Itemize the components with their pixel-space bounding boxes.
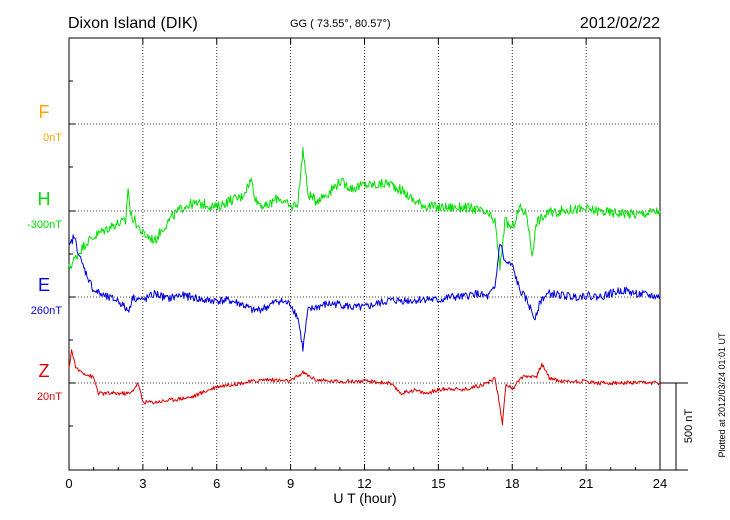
series-name-E: E (38, 275, 50, 295)
series-baseline-E: 260nT (31, 305, 62, 317)
x-tick-label-0: 0 (65, 476, 72, 491)
series-baseline-Z: 20nT (37, 391, 62, 403)
series-lines (68, 147, 661, 426)
series-line-H (68, 147, 661, 271)
series-labels: F 0nT H -300nT E 260nT Z 20nT (27, 102, 62, 403)
series-name-H: H (38, 189, 51, 209)
scale-bar-label: 500 nT (683, 409, 695, 444)
series-line-Z (68, 349, 661, 426)
x-axis-ticks: 0 3 6 9 12 15 18 21 24 (65, 38, 667, 491)
scale-bar: 500 nT (660, 382, 695, 471)
x-axis-label: U T (hour) (333, 490, 396, 506)
plotted-at-note: Plotted at 2012/03/24 01:01 UT (717, 332, 727, 458)
series-line-E (68, 234, 661, 352)
station-title: Dixon Island (DIK) (68, 15, 198, 32)
x-tick-label-8: 24 (653, 476, 667, 491)
grid (142, 38, 587, 470)
x-tick-label-2: 6 (213, 476, 220, 491)
x-tick-label-4: 12 (357, 476, 371, 491)
chart-date: 2012/02/22 (580, 15, 660, 32)
x-tick-label-6: 18 (505, 476, 519, 491)
x-tick-label-5: 15 (431, 476, 445, 491)
x-tick-label-3: 9 (287, 476, 294, 491)
station-coordinates: GG ( 73.55°, 80.57°) (290, 18, 391, 30)
series-name-Z: Z (39, 361, 50, 381)
series-baseline-H: -300nT (27, 219, 62, 231)
series-name-F: F (39, 102, 50, 122)
x-tick-label-7: 21 (579, 476, 593, 491)
series-baseline-F: 0nT (43, 132, 62, 144)
x-tick-label-1: 3 (139, 476, 146, 491)
